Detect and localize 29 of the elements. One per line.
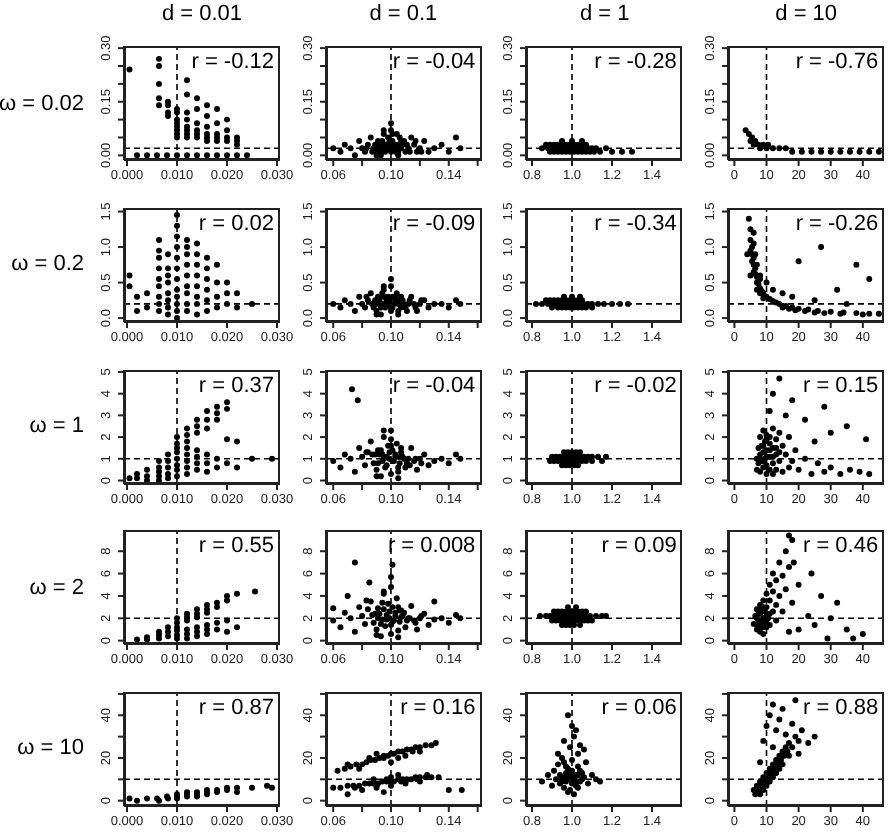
annotation: r = 0.008 [387, 534, 476, 559]
annotation: r = 0.88 [802, 695, 879, 720]
annotation: r = -0.26 [795, 211, 879, 236]
y-axis-title: ω = 2 [29, 575, 84, 600]
chart-title: d = 10 [775, 2, 838, 27]
annotation: r = -0.04 [392, 50, 476, 75]
annotation: r = -0.34 [594, 211, 677, 236]
annotation: r = -0.28 [594, 50, 677, 75]
chart-title: d = 0.1 [369, 2, 438, 27]
annotation: r = 0.06 [601, 695, 677, 720]
y-axis-title: ω = 0.2 [11, 252, 84, 277]
annotation: r = -0.76 [795, 50, 879, 75]
annotation: r = -0.12 [191, 50, 274, 75]
annotation: r = 0.46 [802, 534, 879, 559]
annotation: r = 0.09 [601, 534, 677, 559]
chart-title: d = 1 [580, 2, 630, 27]
annotation: r = 0.87 [198, 695, 274, 720]
annotation: r = 0.37 [198, 373, 274, 397]
y-axis-title: ω = 0.02 [0, 91, 84, 116]
annotation: r = 0.55 [198, 534, 274, 559]
y-axis-title: ω = 10 [17, 736, 84, 761]
annotation: r = 0.16 [400, 695, 476, 720]
annotation: r = 0.02 [198, 211, 274, 236]
annotation: r = 0.15 [802, 373, 879, 397]
y-axis-title: ω = 1 [29, 414, 84, 438]
annotation: r = -0.09 [392, 211, 476, 236]
chart-title: d = 0.01 [161, 2, 243, 27]
annotation: r = -0.02 [594, 373, 677, 397]
annotation: r = -0.04 [392, 373, 476, 397]
